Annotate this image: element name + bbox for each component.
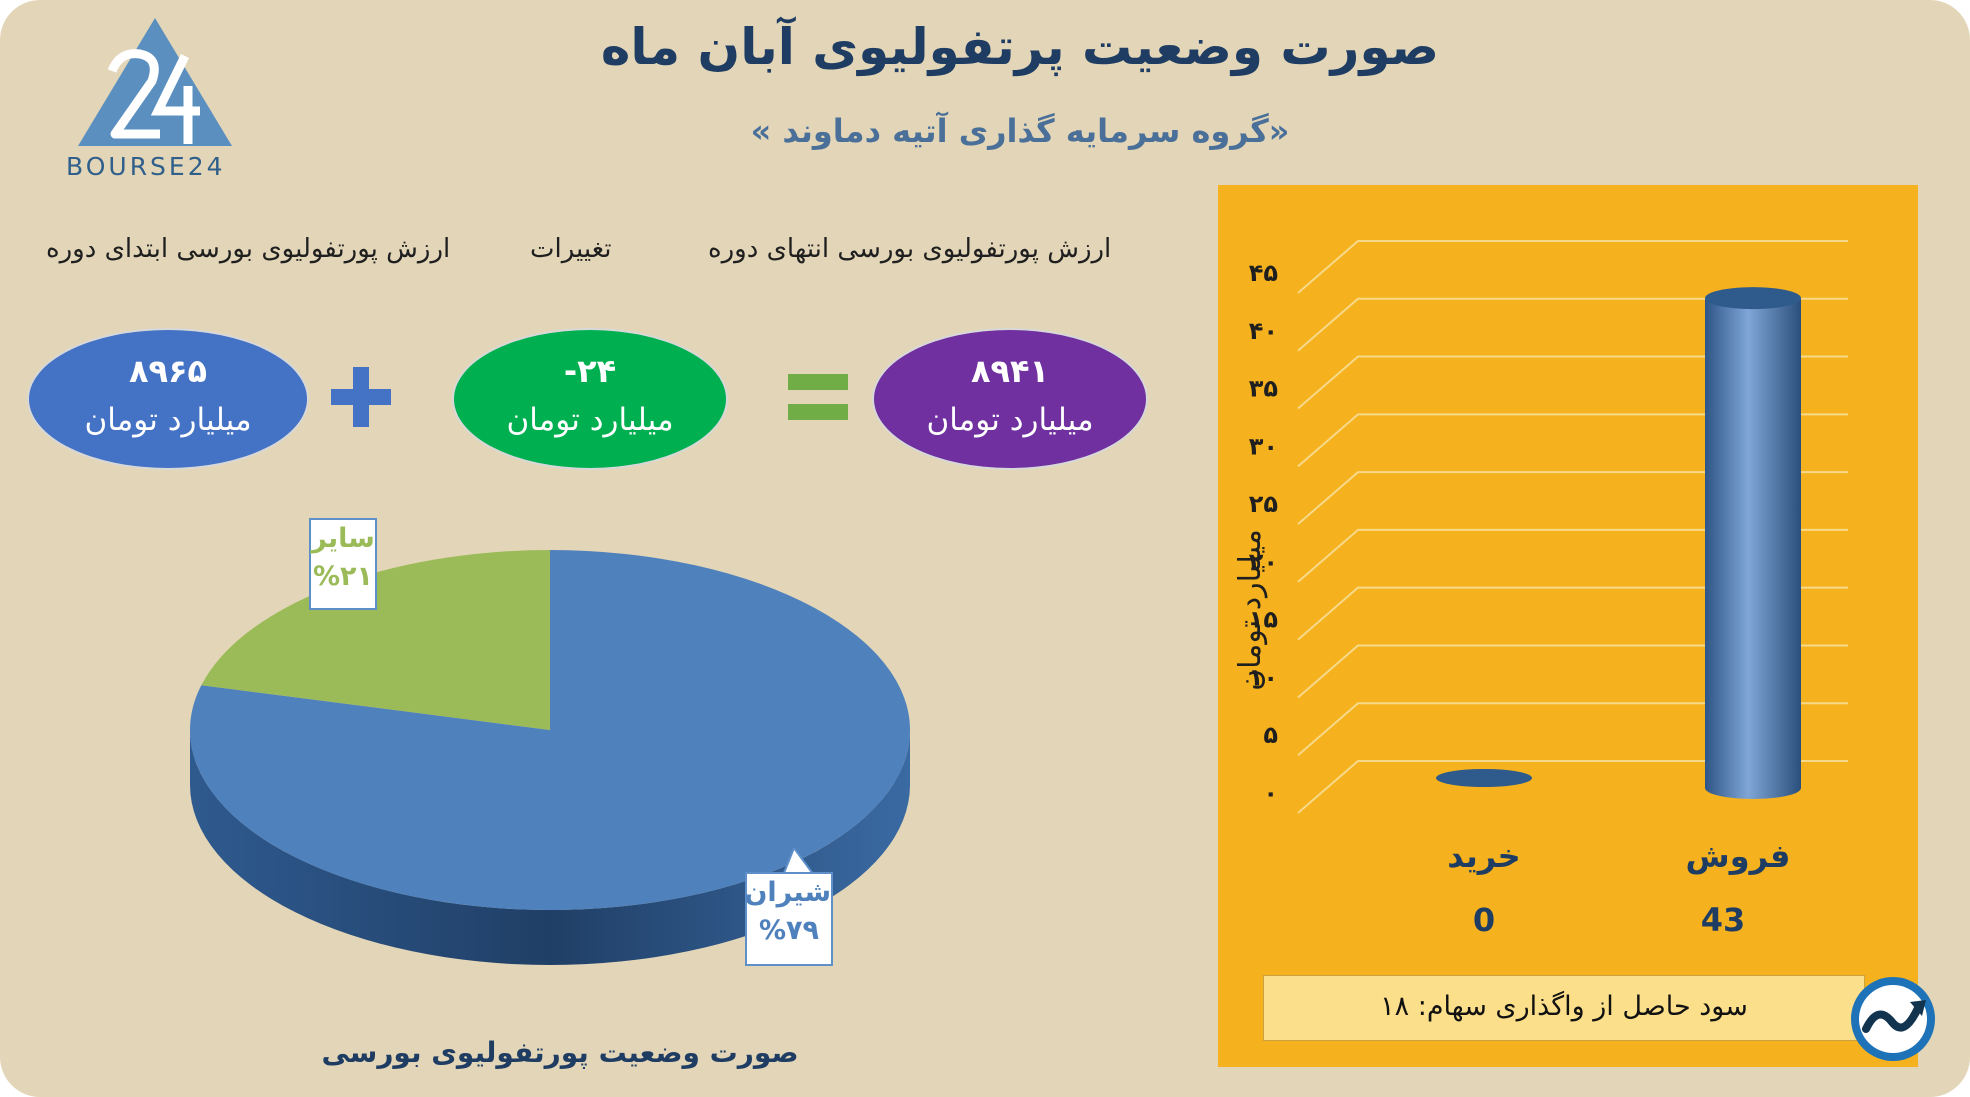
pie-label-shiran: شیران %۷۹ — [744, 872, 833, 966]
value-label: 43 — [1701, 901, 1746, 939]
pie-label-shiran-name: شیران — [744, 877, 831, 908]
bourse24-logo — [78, 18, 232, 146]
start-value: ۸۹۶۵ — [128, 352, 208, 390]
gridline — [1297, 355, 1848, 410]
change-unit: میلیارد تومان — [506, 402, 674, 438]
end-value-ellipse: ۸۹۴۱ میلیارد تومان — [872, 328, 1148, 470]
pie-chart-title: صورت وضعیت پورتفولیوی بورسی — [321, 1036, 799, 1069]
plus-icon — [331, 367, 391, 427]
start-value-ellipse: ۸۹۶۵ میلیارد تومان — [27, 328, 309, 470]
equals-icon — [788, 374, 848, 420]
y-tick-label: ۳۵ — [1249, 375, 1278, 403]
gridline — [1297, 702, 1848, 756]
y-tick-label: ۴۵ — [1249, 259, 1278, 287]
start-unit: میلیارد تومان — [84, 402, 252, 438]
gridline — [1297, 240, 1848, 294]
pie-chart — [190, 550, 911, 965]
gridline — [1297, 586, 1848, 641]
category-label: خرید — [1447, 837, 1520, 875]
start-label: ارزش پورتفولیوی بورسی ابتدای دوره — [46, 234, 451, 264]
pie-label-other: سایر %۲۱ — [309, 518, 377, 610]
y-tick-label: ۵ — [1263, 721, 1278, 749]
end-unit: میلیارد تومان — [926, 402, 1094, 438]
logo-text: BOURSE24 — [66, 152, 226, 181]
y-tick-label: ۰ — [1263, 779, 1278, 807]
trend-badge-icon — [1851, 977, 1935, 1061]
gridline — [1297, 644, 1848, 699]
change-value: -۲۴ — [563, 352, 617, 390]
callout-pointer — [780, 848, 818, 878]
change-value-ellipse: -۲۴ میلیارد تومان — [452, 328, 728, 470]
page-subtitle: «گروه سرمایه گذاری آتیه دماوند » — [750, 112, 1290, 150]
value-label: 0 — [1473, 901, 1495, 939]
page-title: صورت وضعیت پرتفولیوی آبان ماه — [600, 18, 1440, 76]
gridline — [1297, 760, 1848, 814]
bar-y-axis-title: میلیارد تومان — [1233, 529, 1268, 691]
y-tick-label: ۴۰ — [1249, 317, 1278, 345]
y-tick-label: ۲۵ — [1249, 490, 1278, 518]
bar-sell — [1705, 298, 1801, 799]
gridline — [1297, 528, 1848, 583]
y-tick-label: ۱۰ — [1249, 663, 1278, 691]
change-label: تغییرات — [530, 234, 612, 264]
pie-side — [190, 730, 910, 965]
gridline — [1297, 471, 1848, 525]
bar-chart: ۰ ۵ ۱۰ ۱۵ ۲۰ ۲۵ ۳۰ ۳۵ ۴۰ ۴۵ خرید فروش 0 43 میلیارد … — [1233, 240, 1848, 939]
pie-slice — [201, 550, 550, 730]
bar-cap — [1705, 287, 1801, 310]
category-label: فروش — [1686, 837, 1791, 875]
pie-label-other-name: سایر — [311, 523, 375, 554]
gridline — [1297, 297, 1848, 352]
bar-buy — [1436, 769, 1532, 787]
pie-label-other-value: %۲۱ — [312, 561, 373, 592]
y-tick-label: ۳۰ — [1249, 432, 1278, 460]
bar-chart-panel — [1218, 185, 1918, 1067]
gridline — [1297, 413, 1848, 468]
profit-box: سود حاصل از واگذاری سهام: ۱۸ — [1263, 975, 1865, 1041]
pie-label-shiran-value: %۷۹ — [758, 915, 819, 946]
end-value: ۸۹۴۱ — [970, 352, 1050, 390]
y-tick-label: ۱۵ — [1249, 606, 1278, 634]
end-label: ارزش پورتفولیوی بورسی انتهای دوره — [708, 234, 1112, 264]
y-tick-label: ۲۰ — [1249, 548, 1278, 576]
